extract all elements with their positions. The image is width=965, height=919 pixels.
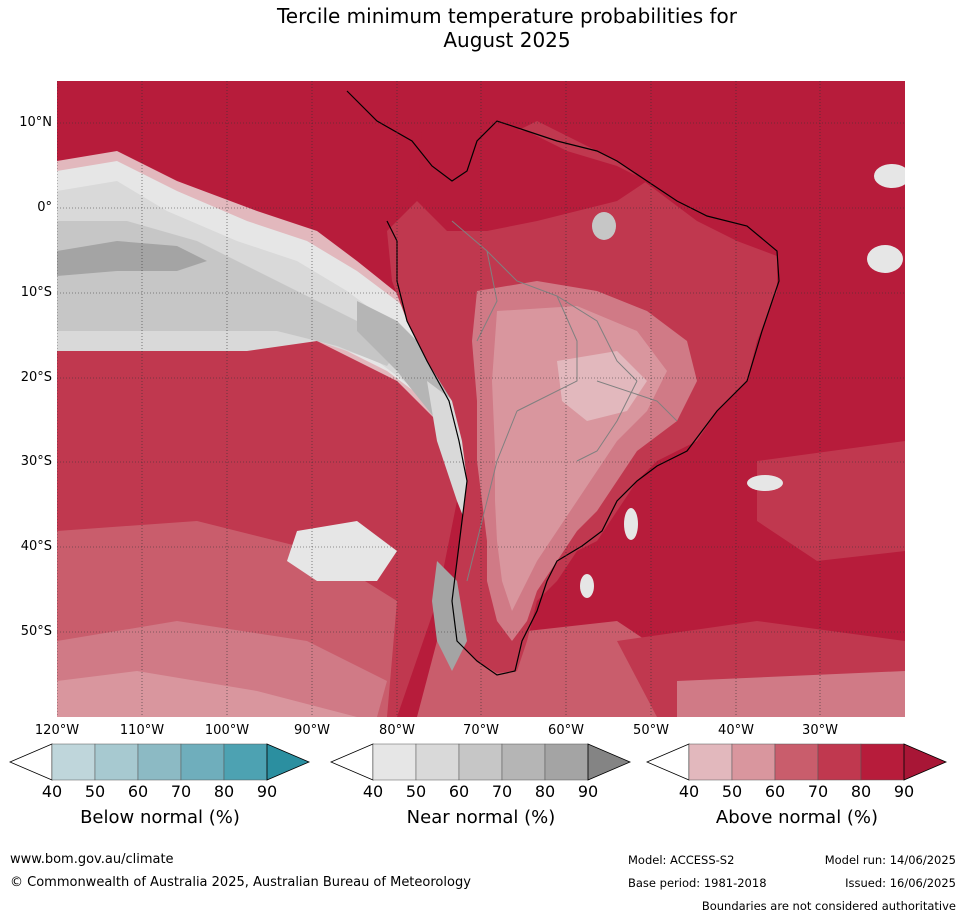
title-line-2: August 2025 [443,28,571,52]
south-atlantic-above-80 [757,441,905,561]
lat-label-30s: 30°S [20,454,52,469]
below-40-swatch [51,743,96,781]
brazil-coast-patch [624,508,638,540]
above-50-swatch [731,743,776,781]
lon-label-70w: 70°W [463,723,499,738]
below-70-swatch [180,743,225,781]
below-tick-90: 90 [256,782,278,801]
above-tick-40: 40 [678,782,700,801]
lat-label-50s: 50°S [20,624,52,639]
lat-label-20s: 20°S [20,370,52,385]
website-link[interactable]: www.bom.gov.au/climate [10,852,174,867]
lon-label-80w: 80°W [379,723,415,738]
coastline [346,90,780,676]
patagonia-coast-near-80 [432,561,467,671]
above-90-swatch [903,743,948,781]
above-tick-60: 60 [764,782,786,801]
above-normal-label: Above normal (%) [715,807,879,828]
south-atlantic-far-above-60 [677,671,905,717]
above-40-swatch [688,743,733,781]
near-normal-label: Near normal (%) [406,807,556,828]
below-lt40-swatch [9,743,53,781]
below-tick-70: 70 [170,782,192,801]
near-50-swatch [415,743,460,781]
colorbar-below-normal [9,743,311,781]
atlantic-patch-equator [867,245,903,273]
lon-label-110w: 110°W [119,723,165,738]
near-tick-60: 60 [448,782,470,801]
near-40-swatch [372,743,417,781]
map-title: Tercile minimum temperature probabilitie… [0,4,965,52]
below-80-swatch [223,743,268,781]
lat-label-10n: 10°N [19,115,52,130]
pacific-near-80 [57,241,207,276]
lon-label-40w: 40°W [718,723,754,738]
probability-map [56,81,910,717]
country-borders [451,220,678,582]
atlantic-patch-south [747,475,783,491]
above-lt40-swatch [646,743,690,781]
near-70-swatch [501,743,546,781]
near-60-swatch [458,743,503,781]
near-tick-40: 40 [362,782,384,801]
near-90-swatch [587,743,632,781]
above-tick-70: 70 [807,782,829,801]
northern-land-above-90 [417,126,647,231]
colorbar-near-normal [330,743,632,781]
below-tick-60: 60 [127,782,149,801]
lon-label-100w: 100°W [204,723,250,738]
lat-label-40s: 40°S [20,539,52,554]
model-run: Model run: 14/06/2025 [824,853,956,867]
near-tick-70: 70 [491,782,513,801]
below-tick-80: 80 [213,782,235,801]
atlantic-patch-north [874,164,910,188]
above-tick-80: 80 [850,782,872,801]
base-period: Base period: 1981-2018 [628,876,767,890]
model-name: Model: ACCESS-S2 [628,853,735,867]
issued-date: Issued: 16/06/2025 [845,876,956,890]
amazon-mouth-patch [592,212,616,240]
near-tick-80: 80 [534,782,556,801]
above-80-swatch [860,743,905,781]
near-tick-90: 90 [577,782,599,801]
lat-label-0: 0° [37,200,52,215]
far-south-above-50 [57,671,357,717]
title-line-1: Tercile minimum temperature probabilitie… [276,4,738,28]
lon-label-60w: 60°W [548,723,584,738]
below-normal-label: Below normal (%) [80,807,240,828]
above-70-swatch [817,743,862,781]
copyright-text: © Commonwealth of Australia 2025, Austra… [10,875,471,890]
lon-label-50w: 50°W [633,723,669,738]
pacific-south-patch-near [287,521,397,581]
below-90-swatch [266,743,311,781]
lat-label-10s: 10°S [20,285,52,300]
colorbar-above-normal [646,743,948,781]
above-60-swatch [774,743,819,781]
near-tick-50: 50 [405,782,427,801]
argentina-coast-patch [580,574,594,598]
below-60-swatch [137,743,182,781]
below-50-swatch [94,743,139,781]
below-tick-50: 50 [84,782,106,801]
above-tick-50: 50 [721,782,743,801]
above-tick-90: 90 [893,782,915,801]
boundaries-disclaimer: Boundaries are not considered authoritat… [701,899,956,913]
map-svg [56,81,910,717]
lon-label-120w: 120°W [34,723,80,738]
below-tick-40: 40 [41,782,63,801]
lon-label-30w: 30°W [802,723,838,738]
near-lt40-swatch [330,743,374,781]
lon-label-90w: 90°W [294,723,330,738]
near-80-swatch [544,743,589,781]
graticule [56,81,905,717]
